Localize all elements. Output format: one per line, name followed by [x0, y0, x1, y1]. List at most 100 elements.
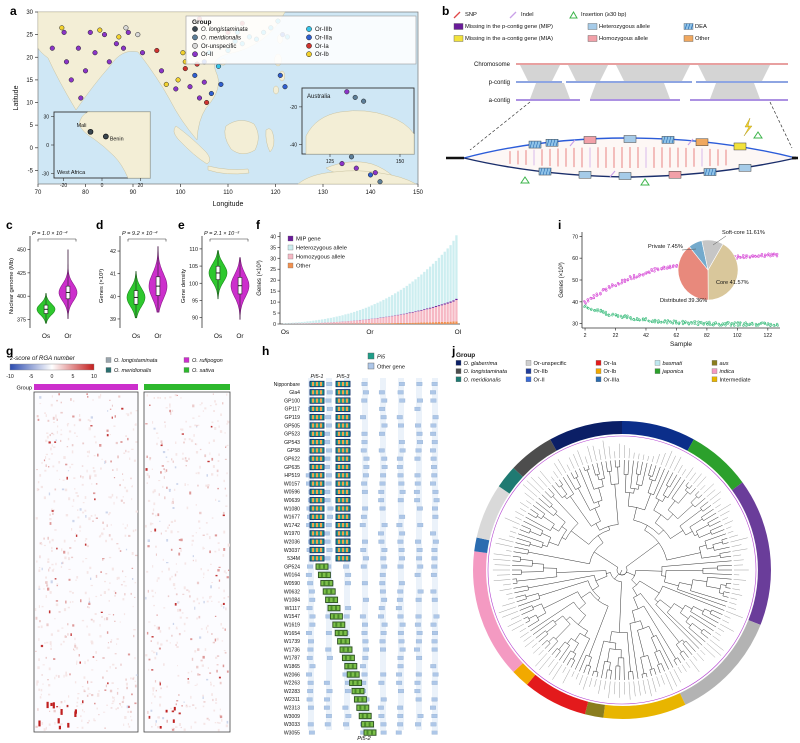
- svg-text:10: 10: [26, 101, 33, 107]
- svg-text:425: 425: [17, 271, 26, 277]
- svg-text:Core 41.57%: Core 41.57%: [716, 280, 749, 286]
- svg-text:-40: -40: [290, 143, 297, 149]
- svg-text:W0164: W0164: [284, 573, 300, 579]
- svg-text:GP117: GP117: [285, 407, 301, 413]
- svg-text:20: 20: [270, 278, 276, 284]
- svg-text:70: 70: [35, 190, 42, 196]
- svg-text:Homozygous allele: Homozygous allele: [599, 36, 648, 42]
- svg-text:22: 22: [613, 333, 619, 339]
- svg-text:60: 60: [572, 256, 578, 262]
- svg-text:-30: -30: [42, 171, 49, 177]
- svg-text:5: 5: [72, 374, 75, 380]
- panel-label-b: b: [442, 4, 450, 18]
- svg-text:120: 120: [270, 190, 281, 196]
- svg-text:150: 150: [413, 190, 424, 196]
- svg-text:W2263: W2263: [284, 681, 300, 687]
- svg-text:Soft-core 11.61%: Soft-core 11.61%: [722, 230, 765, 236]
- svg-text:GP622: GP622: [284, 457, 300, 463]
- svg-text:110: 110: [223, 190, 233, 196]
- svg-text:W1736: W1736: [284, 647, 300, 653]
- svg-text:82: 82: [704, 333, 710, 339]
- svg-text:GP635: GP635: [284, 465, 300, 471]
- svg-text:O. meridionalis: O. meridionalis: [114, 368, 152, 374]
- svg-text:0: 0: [273, 322, 276, 328]
- svg-text:W1787: W1787: [284, 656, 300, 662]
- svg-text:Gene density: Gene density: [181, 269, 187, 303]
- svg-text:HP519: HP519: [284, 473, 300, 479]
- svg-text:O. longistaminata: O. longistaminata: [201, 27, 248, 33]
- svg-text:W0157: W0157: [284, 481, 300, 487]
- svg-text:Or: Or: [366, 329, 374, 336]
- svg-text:Or-Ib: Or-Ib: [315, 52, 329, 58]
- svg-text:10: 10: [91, 374, 97, 380]
- svg-text:15: 15: [26, 78, 33, 84]
- svg-text:Genes (×10³): Genes (×10³): [257, 260, 263, 296]
- svg-text:125: 125: [326, 159, 335, 165]
- svg-text:W1080: W1080: [284, 506, 300, 512]
- panel-h-pi5-synteny: Pi5 Other gene Nipponbare Gla4 GP100 GP117 GP1…: [274, 352, 440, 742]
- svg-text:W3055: W3055: [284, 730, 300, 736]
- svg-text:W2036: W2036: [284, 540, 300, 546]
- svg-text:Or-II: Or-II: [534, 377, 546, 383]
- svg-text:Homozygous allele: Homozygous allele: [296, 255, 345, 261]
- svg-text:W1619: W1619: [284, 623, 300, 629]
- svg-text:25: 25: [26, 33, 33, 39]
- svg-text:30: 30: [572, 322, 578, 328]
- svg-text:100: 100: [175, 190, 186, 196]
- svg-text:90: 90: [192, 316, 198, 322]
- svg-text:Or: Or: [236, 333, 244, 340]
- svg-text:Heterozygous allele: Heterozygous allele: [599, 24, 650, 30]
- svg-text:Missing in the p-contig gene (: Missing in the p-contig gene (MIP): [465, 24, 553, 30]
- svg-text:Pi5-3: Pi5-3: [336, 374, 350, 380]
- svg-text:Distributed 39.36%: Distributed 39.36%: [660, 298, 707, 304]
- svg-text:W1547: W1547: [284, 614, 300, 620]
- svg-text:25: 25: [270, 267, 276, 273]
- svg-text:W1739: W1739: [284, 639, 300, 645]
- svg-text:35: 35: [270, 245, 276, 251]
- svg-text:30: 30: [43, 115, 49, 121]
- svg-text:41: 41: [110, 272, 116, 278]
- svg-text:10: 10: [270, 300, 276, 306]
- svg-text:Or: Or: [154, 333, 162, 340]
- svg-text:W1865: W1865: [284, 664, 300, 670]
- svg-text:110: 110: [189, 247, 198, 253]
- svg-text:Os: Os: [132, 333, 141, 340]
- svg-text:Or: Or: [64, 333, 72, 340]
- svg-text:80: 80: [82, 190, 89, 196]
- svg-text:15: 15: [270, 289, 276, 295]
- svg-text:W2311: W2311: [284, 697, 300, 703]
- panel-j-circular-phylogeny: Group O. glaberrima O. longistaminata O. me…: [455, 352, 771, 719]
- svg-text:aus: aus: [720, 361, 729, 367]
- svg-text:W2283: W2283: [284, 689, 300, 695]
- svg-text:Group: Group: [456, 352, 475, 359]
- svg-text:400: 400: [17, 294, 26, 300]
- svg-text:Genes (×10³): Genes (×10³): [99, 269, 105, 303]
- svg-text:Os: Os: [281, 329, 290, 336]
- svg-text:W2313: W2313: [284, 706, 300, 712]
- panel-label-d: d: [96, 218, 104, 232]
- svg-text:Chromosome: Chromosome: [474, 62, 511, 68]
- svg-text:Os: Os: [214, 333, 223, 340]
- svg-text:O. longistaminata: O. longistaminata: [464, 369, 508, 375]
- svg-text:102: 102: [733, 333, 742, 339]
- svg-text:Australia: Australia: [307, 94, 331, 100]
- svg-text:39: 39: [110, 317, 116, 323]
- svg-text:O. meridionalis: O. meridionalis: [201, 35, 241, 41]
- svg-text:Or-Ia: Or-Ia: [315, 44, 329, 50]
- svg-text:O. longistaminata: O. longistaminata: [114, 358, 158, 364]
- svg-text:Indel: Indel: [521, 12, 534, 18]
- svg-text:50: 50: [572, 278, 578, 284]
- panel-label-g: g: [6, 344, 14, 358]
- svg-text:Sample: Sample: [670, 341, 692, 348]
- svg-text:Nipponbare: Nipponbare: [274, 382, 301, 388]
- svg-text:W1742: W1742: [284, 523, 300, 529]
- svg-text:Or-IIb: Or-IIb: [534, 369, 548, 375]
- svg-text:Genes (×10³): Genes (×10³): [559, 262, 565, 298]
- svg-text:2: 2: [584, 333, 587, 339]
- panel-label-h: h: [262, 344, 270, 358]
- svg-text:GP119: GP119: [285, 415, 301, 421]
- svg-text:62: 62: [674, 333, 680, 339]
- svg-text:-20: -20: [290, 105, 297, 111]
- svg-text:a-contig: a-contig: [489, 98, 510, 104]
